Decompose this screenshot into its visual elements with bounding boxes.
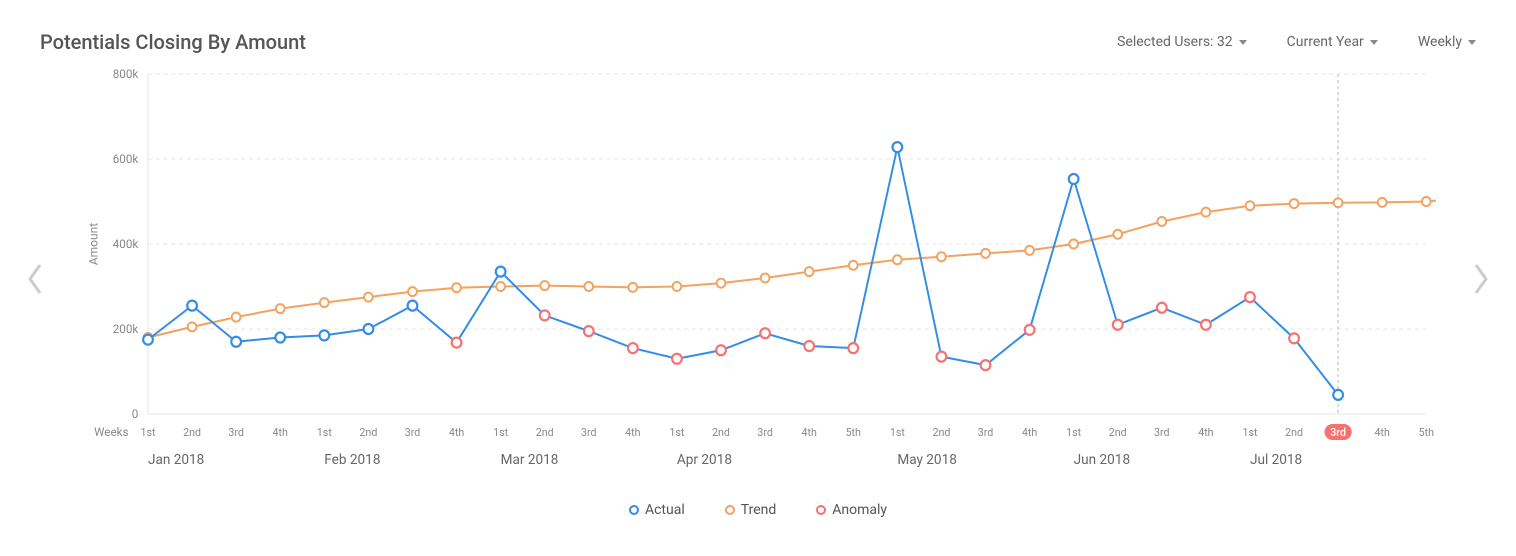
svg-text:1st: 1st — [493, 426, 508, 439]
svg-text:Mar 2018: Mar 2018 — [501, 452, 559, 468]
controls: Selected Users: 32 Current Year Weekly — [1117, 34, 1476, 50]
svg-text:2nd: 2nd — [536, 426, 554, 439]
svg-text:Apr 2018: Apr 2018 — [677, 452, 732, 468]
svg-text:2nd: 2nd — [1285, 426, 1303, 439]
svg-text:3rd: 3rd — [581, 426, 597, 439]
chart-widget: Potentials Closing By Amount Selected Us… — [0, 0, 1516, 556]
svg-text:4th: 4th — [273, 426, 288, 439]
chevron-down-icon — [1239, 40, 1247, 45]
line-chart: 0 200k 400k 600k 800k Amount Weeks 1st 2nd 3rd 4th… — [80, 64, 1436, 494]
header: Potentials Closing By Amount Selected Us… — [20, 30, 1496, 64]
svg-text:1st: 1st — [140, 426, 155, 439]
svg-text:4th: 4th — [1375, 426, 1390, 439]
svg-text:Feb 2018: Feb 2018 — [324, 452, 380, 468]
svg-text:3rd: 3rd — [228, 426, 244, 439]
grain-dropdown[interactable]: Weekly — [1418, 34, 1476, 50]
svg-text:5th: 5th — [846, 426, 861, 439]
chart-title: Potentials Closing By Amount — [40, 30, 306, 54]
users-dropdown-label: Selected Users: 32 — [1117, 34, 1233, 50]
svg-text:3rd: 3rd — [1154, 426, 1170, 439]
grain-dropdown-label: Weekly — [1418, 34, 1462, 50]
previous-button[interactable] — [20, 254, 50, 304]
svg-text:5th: 5th — [1419, 426, 1434, 439]
legend-item-trend[interactable]: Trend — [725, 502, 777, 518]
svg-text:400k: 400k — [113, 237, 139, 251]
svg-text:Jan 2018: Jan 2018 — [148, 452, 204, 468]
svg-text:2nd: 2nd — [1109, 426, 1127, 439]
period-dropdown-label: Current Year — [1287, 34, 1364, 50]
period-dropdown[interactable]: Current Year — [1287, 34, 1378, 50]
svg-text:0: 0 — [132, 407, 139, 421]
svg-text:2nd: 2nd — [932, 426, 950, 439]
svg-text:Jun 2018: Jun 2018 — [1074, 452, 1130, 468]
svg-text:600k: 600k — [113, 152, 139, 166]
svg-text:May 2018: May 2018 — [897, 452, 957, 468]
legend-label: Trend — [741, 502, 777, 518]
legend-item-anomaly[interactable]: Anomaly — [816, 502, 887, 518]
svg-text:1st: 1st — [890, 426, 905, 439]
chart-area: 0 200k 400k 600k 800k Amount Weeks 1st 2nd 3rd 4th… — [20, 64, 1496, 494]
svg-text:Weeks: Weeks — [94, 425, 128, 439]
users-dropdown[interactable]: Selected Users: 32 — [1117, 34, 1247, 50]
svg-text:2nd: 2nd — [712, 426, 730, 439]
next-button[interactable] — [1466, 254, 1496, 304]
legend-marker-icon — [725, 505, 735, 515]
svg-text:1st: 1st — [1242, 426, 1257, 439]
svg-text:1st: 1st — [669, 426, 684, 439]
svg-text:4th: 4th — [449, 426, 464, 439]
svg-text:1st: 1st — [1066, 426, 1081, 439]
plot-wrapper: 0 200k 400k 600k 800k Amount Weeks 1st 2nd 3rd 4th… — [80, 64, 1436, 494]
svg-text:4th: 4th — [1198, 426, 1213, 439]
svg-text:3rd: 3rd — [757, 426, 773, 439]
svg-text:4th: 4th — [625, 426, 640, 439]
chevron-right-icon — [1472, 261, 1490, 297]
svg-text:200k: 200k — [113, 322, 139, 336]
legend-label: Actual — [645, 502, 685, 518]
svg-text:3rd: 3rd — [1330, 426, 1346, 439]
chevron-down-icon — [1468, 40, 1476, 45]
chevron-down-icon — [1370, 40, 1378, 45]
svg-text:4th: 4th — [1022, 426, 1037, 439]
legend-marker-icon — [629, 505, 639, 515]
svg-text:Amount: Amount — [87, 223, 101, 265]
svg-text:3rd: 3rd — [978, 426, 994, 439]
svg-text:2nd: 2nd — [359, 426, 377, 439]
svg-text:800k: 800k — [113, 67, 139, 81]
legend: Actual Trend Anomaly — [20, 502, 1496, 518]
legend-item-actual[interactable]: Actual — [629, 502, 685, 518]
svg-text:Jul 2018: Jul 2018 — [1250, 452, 1302, 468]
svg-text:4th: 4th — [801, 426, 816, 439]
chevron-left-icon — [26, 261, 44, 297]
svg-text:2nd: 2nd — [183, 426, 201, 439]
svg-text:1st: 1st — [317, 426, 332, 439]
legend-marker-icon — [816, 505, 826, 515]
legend-label: Anomaly — [832, 502, 887, 518]
svg-text:3rd: 3rd — [405, 426, 421, 439]
